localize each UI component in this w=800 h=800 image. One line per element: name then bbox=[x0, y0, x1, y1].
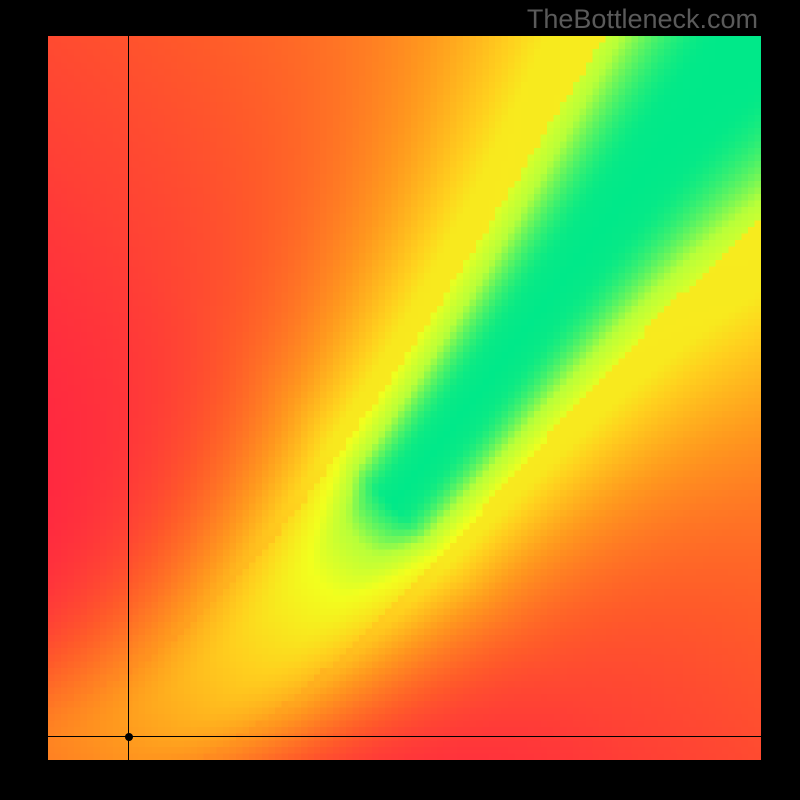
crosshair-marker bbox=[125, 733, 133, 741]
bottleneck-heatmap bbox=[48, 36, 761, 760]
crosshair-vertical bbox=[128, 36, 129, 760]
watermark-text: TheBottleneck.com bbox=[527, 4, 758, 35]
chart-container: TheBottleneck.com bbox=[0, 0, 800, 800]
crosshair-horizontal bbox=[48, 736, 761, 737]
